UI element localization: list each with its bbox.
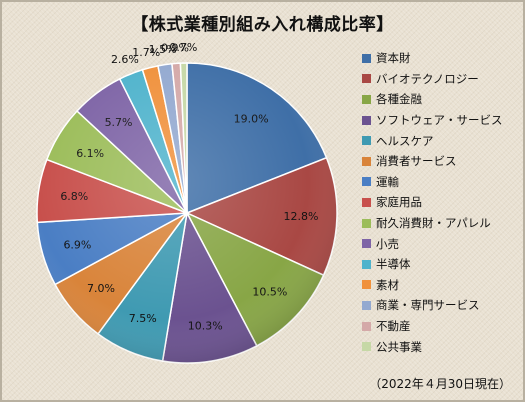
legend-item: 小売: [362, 233, 503, 254]
chart-title: 【株式業種別組み入れ構成比率】: [131, 15, 394, 35]
legend-label: 耐久消費財・アパレル: [376, 216, 491, 231]
legend-swatch: [362, 74, 371, 84]
slice-data-label: 6.8%: [60, 190, 88, 203]
legend-swatch: [362, 115, 371, 125]
legend-item: バイオテクノロジー: [362, 69, 503, 90]
slice-data-label: 1.7%: [132, 46, 160, 59]
legend-swatch: [362, 156, 371, 166]
legend-item: 運輸: [362, 172, 503, 193]
legend-label: 小売: [376, 236, 399, 251]
legend-swatch: [362, 321, 371, 331]
slice-data-label: 1.5%: [149, 43, 177, 56]
slice-data-label: 10.3%: [188, 320, 223, 333]
legend-label: 資本財: [376, 51, 411, 66]
chart-legend: 資本財バイオテクノロジー 各種金融ソフトウェア・サービス ヘルスケア消費者サービス運…: [362, 48, 503, 357]
legend-item: 素材: [362, 275, 503, 296]
legend-label: 各種金融: [376, 92, 422, 107]
legend-swatch: [362, 259, 371, 269]
slice-data-label: 0.7%: [169, 41, 197, 54]
slice-data-label: 10.5%: [252, 285, 287, 298]
slice-data-label: 5.7%: [105, 116, 133, 129]
legend-swatch: [362, 94, 371, 104]
legend-item: 商業・専門サービス: [362, 295, 503, 316]
legend-swatch: [362, 300, 371, 310]
legend-item: 家庭用品: [362, 192, 503, 213]
as-of-date-note: （2022年４月30日現在）: [369, 377, 511, 391]
slice-data-label: 12.8%: [283, 210, 318, 223]
legend-label: 公共事業: [376, 339, 422, 354]
legend-item: ソフトウェア・サービス: [362, 110, 503, 131]
legend-label: ソフトウェア・サービス: [376, 113, 503, 128]
legend-item: 消費者サービス: [362, 151, 503, 172]
legend-swatch: [362, 218, 371, 228]
legend-label: 消費者サービス: [376, 154, 457, 169]
legend-swatch: [362, 280, 371, 290]
legend-swatch: [362, 53, 371, 63]
legend-item: 各種金融: [362, 89, 503, 110]
legend-swatch: [362, 342, 371, 352]
legend-label: 半導体: [376, 257, 411, 272]
slice-data-label: 2.6%: [111, 53, 139, 66]
slice-data-label: 7.5%: [129, 312, 157, 325]
slice-data-label: 19.0%: [234, 113, 269, 126]
legend-label: 不動産: [376, 319, 411, 334]
legend-label: バイオテクノロジー: [376, 71, 479, 86]
slice-data-label: 6.9%: [63, 238, 91, 251]
legend-swatch: [362, 239, 371, 249]
legend-label: 運輸: [376, 174, 399, 189]
slice-data-label: 0.9%: [161, 41, 189, 54]
legend-item: 資本財: [362, 48, 503, 69]
legend-label: 家庭用品: [376, 195, 422, 210]
legend-label: ヘルスケア: [376, 133, 434, 148]
legend-item: 耐久消費財・アパレル: [362, 213, 503, 234]
legend-swatch: [362, 177, 371, 187]
legend-item: 半導体: [362, 254, 503, 275]
legend-item: 公共事業: [362, 336, 503, 357]
legend-swatch: [362, 197, 371, 207]
legend-item: 不動産: [362, 316, 503, 337]
legend-label: 素材: [376, 277, 399, 292]
slice-data-label: 7.0%: [87, 282, 115, 295]
legend-swatch: [362, 136, 371, 146]
slice-data-label: 6.1%: [76, 147, 104, 160]
legend-label: 商業・専門サービス: [376, 298, 480, 313]
legend-item: ヘルスケア: [362, 130, 503, 151]
